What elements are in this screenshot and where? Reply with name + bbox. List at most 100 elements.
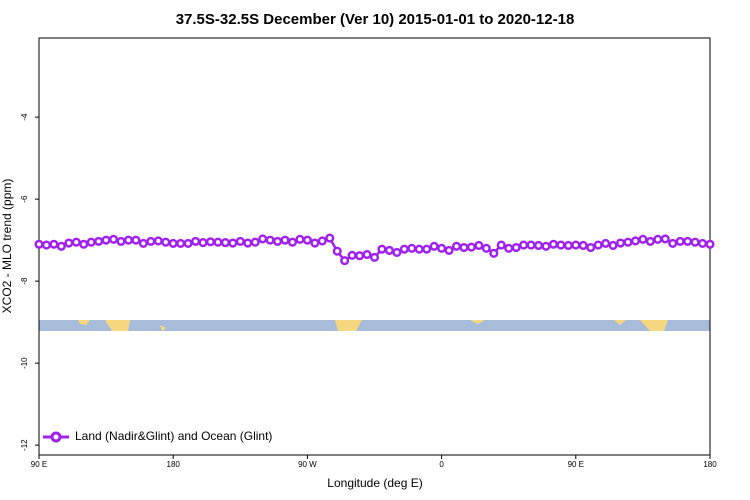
y-tick-label: -10 [20,357,29,369]
data-point [668,238,678,248]
data-point [615,238,626,248]
data-point [690,237,700,247]
data-point [675,236,685,246]
data-point [302,235,312,245]
data-point [183,238,193,248]
data-point [340,256,350,266]
data-point [265,235,275,245]
data-point [287,237,298,247]
data-point [399,244,409,254]
data-point [444,245,454,255]
x-tick-label: 0 [439,460,444,469]
x-tick-label: 180 [167,460,181,469]
data-point [369,252,380,262]
data-point [295,234,305,244]
data-point [280,235,290,245]
data-point [317,236,327,246]
data-point [474,240,484,251]
data-point [519,240,529,250]
data-point [504,243,514,253]
data-point [355,251,365,261]
data-point [437,243,447,253]
legend: Land (Nadir&Glint) and Ocean (Glint) [43,429,272,443]
data-point [556,240,566,250]
y-tick-label: -4 [20,113,29,121]
data-point [153,236,163,246]
data-point [422,244,432,254]
data-point [116,236,126,246]
data-point [71,237,81,247]
data-point [481,243,491,253]
data-point [146,236,156,246]
y-axis-label: XCO2 - MLO trend (ppm) [0,179,14,314]
x-axis-label: Longitude (deg E) [327,476,422,490]
data-point [205,237,216,247]
data-point [407,243,417,253]
data-point [593,240,603,250]
data-point [638,234,648,244]
data-point [563,240,573,251]
data-point [161,237,171,247]
data-point [660,234,670,244]
y-tick-label: -12 [20,439,29,451]
data-point [653,234,663,244]
data-point [273,236,283,246]
data-point [213,237,223,247]
data-point [243,238,253,248]
data-point [548,239,558,249]
data-point [332,246,342,256]
x-tick-label: 90 W [298,460,317,469]
data-point [578,240,588,251]
x-tick-label: 90 E [31,460,47,469]
data-point [362,249,372,260]
map-strip [39,320,710,331]
data-point [258,234,268,244]
data-point [250,237,260,247]
legend-marker [50,431,62,443]
data-point [109,234,119,244]
data-point [489,248,499,258]
data-point [138,238,148,248]
data-point [64,238,74,248]
data-point [176,238,186,248]
data-point [429,241,439,251]
data-point [697,238,708,248]
data-point [392,247,402,257]
data-point [533,240,544,251]
data-point [586,242,596,253]
data-point [123,235,134,245]
legend-label: Land (Nadir&Glint) and Ocean (Glint) [75,429,272,443]
data-point [608,240,618,251]
data-point [630,236,640,246]
data-point [228,238,238,248]
data-point [459,242,469,253]
data-point [235,236,245,246]
data-point [571,240,581,250]
data-point [466,242,476,252]
data-point [56,241,66,251]
data-point [414,244,424,254]
data-point [34,239,44,249]
y-tick-label: -8 [20,277,29,285]
data-point [496,240,506,250]
data-point [601,238,611,248]
data-point [86,237,96,247]
data-point [541,241,551,251]
data-point [79,239,89,249]
data-point [325,233,335,243]
data-point [451,241,462,251]
data-point [623,237,633,247]
data-point [94,236,104,246]
data-point [377,244,387,254]
data-point [384,245,394,255]
data-point [41,240,52,250]
data-point [101,235,111,245]
data-point [645,236,655,246]
data-point [347,250,357,260]
data-point [683,236,693,246]
data-point [191,236,201,246]
data-point [198,238,208,248]
x-tick-label: 90 E [568,460,584,469]
data-point [168,238,178,248]
